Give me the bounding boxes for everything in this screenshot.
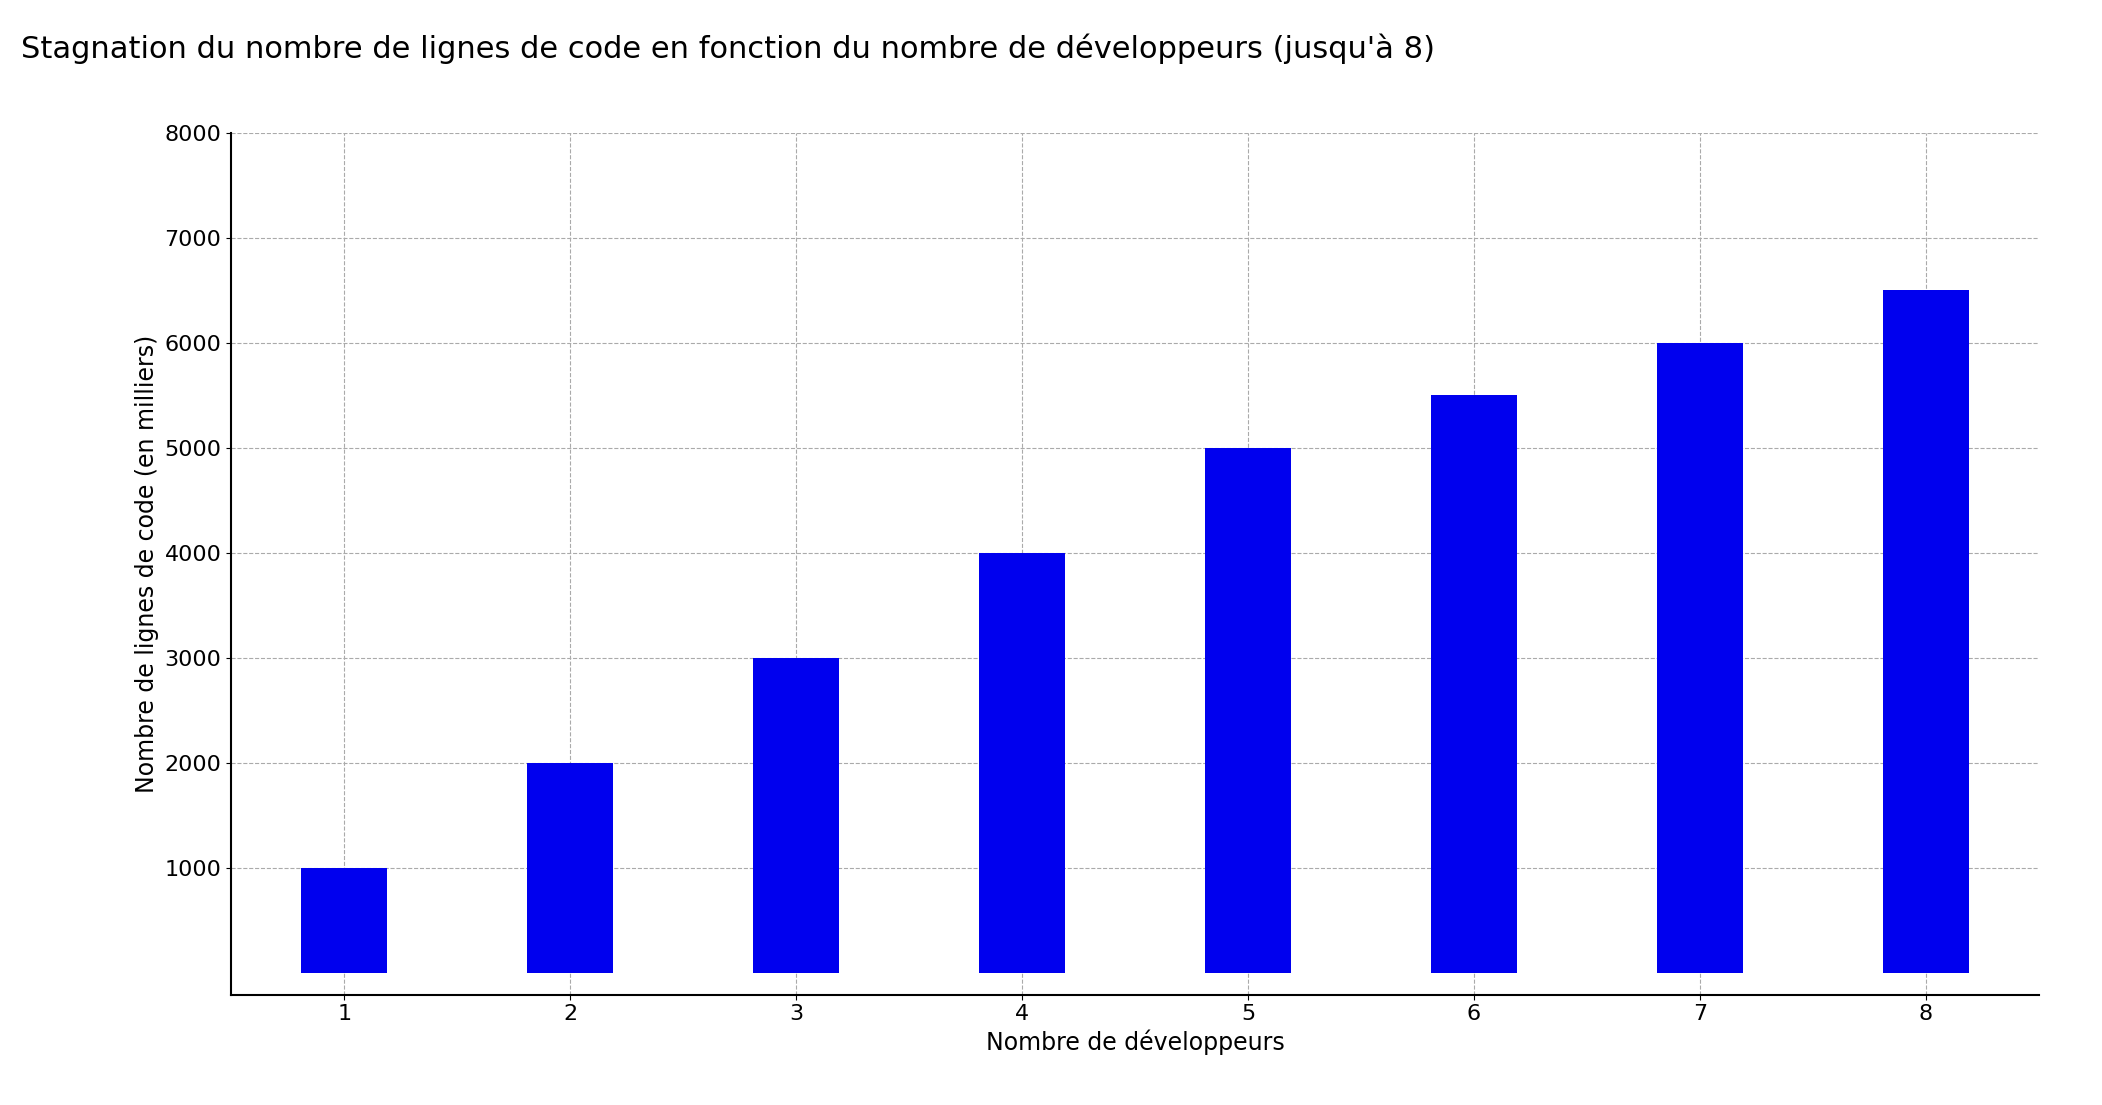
- X-axis label: Nombre de développeurs: Nombre de développeurs: [986, 1030, 1284, 1055]
- Bar: [1204, 448, 1291, 974]
- Bar: [301, 869, 387, 974]
- Bar: [1883, 291, 1970, 974]
- Bar: [980, 552, 1066, 974]
- Bar: [1431, 396, 1518, 974]
- Bar: [528, 764, 614, 974]
- Bar: [753, 659, 839, 974]
- Bar: [1656, 343, 1743, 974]
- Y-axis label: Nombre de lignes de code (en milliers): Nombre de lignes de code (en milliers): [135, 335, 160, 792]
- Text: Stagnation du nombre de lignes de code en fonction du nombre de développeurs (ju: Stagnation du nombre de lignes de code e…: [21, 33, 1436, 64]
